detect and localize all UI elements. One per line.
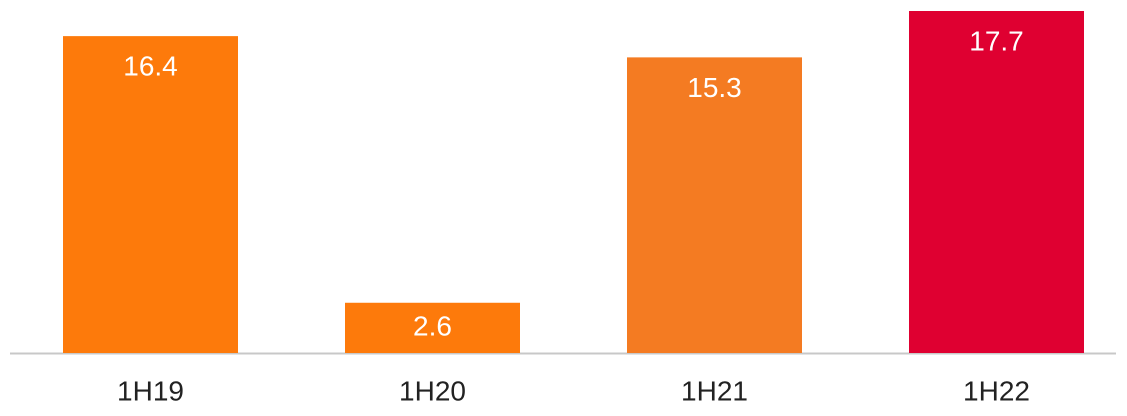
value-label: 2.6 [413,310,452,341]
value-label: 15.3 [687,72,742,103]
x-tick-label: 1H19 [117,375,184,406]
x-tick-label: 1H22 [963,375,1030,406]
bar [63,36,238,353]
bar [627,57,802,353]
bar [345,302,520,353]
value-label: 16.4 [123,51,178,82]
x-tick-label: 1H21 [681,375,748,406]
x-tick-label: 1H20 [399,375,466,406]
bar [909,11,1084,353]
value-label: 17.7 [969,25,1024,56]
